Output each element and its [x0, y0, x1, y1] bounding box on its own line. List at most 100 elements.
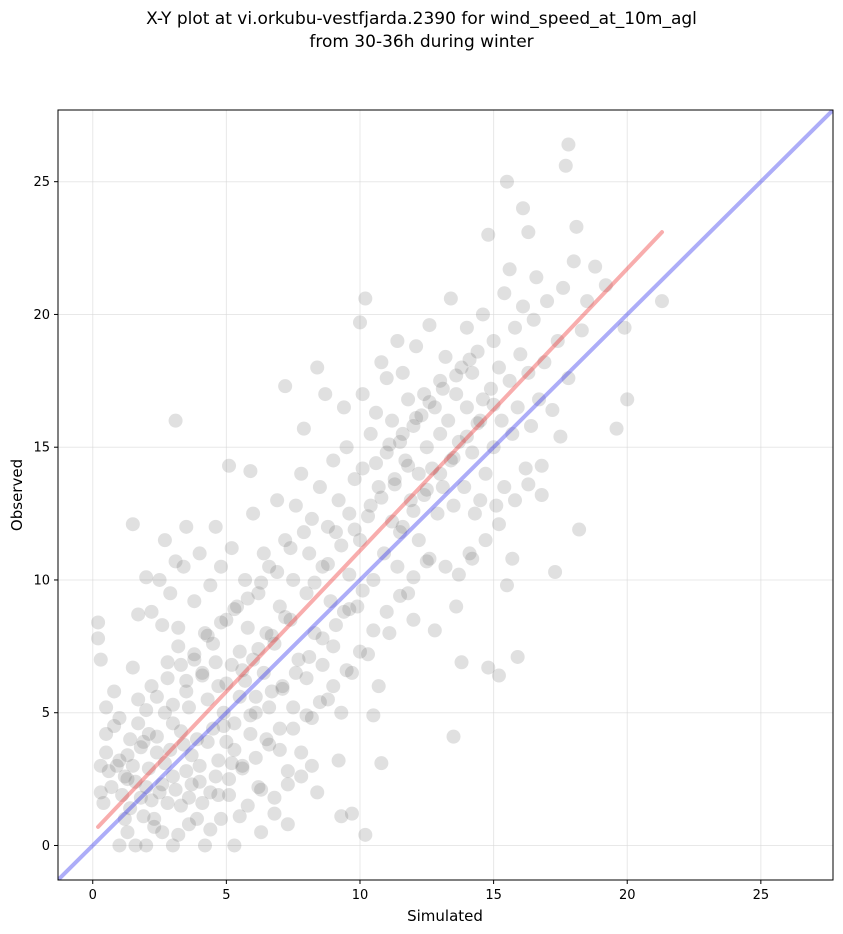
scatter-point: [200, 734, 215, 749]
scatter-point: [264, 684, 279, 699]
scatter-point: [267, 790, 282, 805]
scatter-point: [230, 599, 245, 614]
scatter-point: [208, 519, 223, 534]
scatter-point: [240, 591, 255, 606]
scatter-point: [369, 405, 384, 420]
scatter-point: [435, 480, 450, 495]
plot-frame: [57, 109, 834, 881]
scatter-point: [286, 700, 301, 715]
x-tick-label: 5: [222, 888, 230, 903]
scatter-point: [246, 506, 261, 521]
scatter-point: [131, 607, 146, 622]
scatter-point: [529, 270, 544, 285]
scatter-point: [320, 519, 335, 534]
scatter-point: [342, 602, 357, 617]
scatter-point: [427, 623, 442, 638]
scatter-point: [382, 626, 397, 641]
scatter-point: [419, 440, 434, 455]
scatter-point: [355, 583, 370, 598]
scatter-point: [267, 806, 282, 821]
scatter-point: [366, 623, 381, 638]
scatter-point: [160, 655, 175, 670]
scatter-point: [326, 639, 341, 654]
scatter-point: [219, 676, 234, 691]
scatter-point: [499, 174, 514, 189]
scatter-point: [240, 620, 255, 635]
scatter-point: [181, 700, 196, 715]
scatter-point: [361, 647, 375, 662]
scatter-point: [304, 711, 319, 726]
scatter-point: [184, 777, 199, 792]
scatter-point: [141, 726, 156, 741]
scatter-point: [286, 572, 301, 587]
plot-background: [58, 110, 833, 880]
scatter-point: [363, 498, 378, 513]
scatter-point: [123, 732, 138, 747]
scatter-point: [173, 798, 188, 813]
scatter-point: [481, 660, 496, 675]
scatter-point: [128, 774, 143, 789]
scatter-point: [181, 790, 196, 805]
scatter-point: [222, 788, 237, 803]
scatter-point: [350, 599, 365, 614]
scatter-point: [465, 551, 480, 566]
scatter-point: [155, 777, 170, 792]
scatter-point: [489, 498, 504, 513]
scatter-point: [211, 679, 226, 694]
scatter-point: [459, 400, 474, 415]
scatter-point: [155, 825, 170, 840]
scatter-point: [128, 838, 143, 853]
scatter-point: [195, 796, 210, 810]
regression-line: [96, 230, 664, 829]
scatter-point: [491, 517, 506, 532]
scatter-point: [219, 734, 234, 749]
scatter-point: [422, 395, 437, 410]
scatter-point: [334, 809, 349, 824]
scatter-point: [502, 262, 517, 277]
scatter-point: [475, 307, 490, 322]
scatter-point: [342, 506, 357, 521]
scatter-point: [197, 838, 212, 853]
scatter-point: [107, 719, 122, 733]
scatter-point: [227, 602, 242, 617]
scatter-point: [443, 453, 458, 468]
scatter-point: [454, 655, 469, 670]
scatter-point: [569, 219, 584, 234]
scatter-point: [449, 387, 464, 402]
scatter-point: [125, 758, 140, 773]
scatter-point: [248, 689, 263, 704]
x-tick-label: 10: [352, 888, 369, 903]
scatter-point: [187, 594, 202, 609]
scatter-point: [385, 514, 400, 529]
scatter-point: [609, 421, 624, 436]
scatter-point: [211, 753, 226, 768]
scatter-point: [248, 750, 263, 765]
scatter-point: [299, 708, 314, 723]
scatter-point: [532, 392, 547, 407]
scatter-point: [393, 434, 408, 449]
scatter-point: [254, 782, 269, 797]
scatter-point: [409, 339, 424, 354]
scatter-point: [288, 665, 303, 680]
scatter-point: [288, 498, 303, 513]
scatter-point: [243, 708, 258, 723]
scatter-point: [524, 418, 539, 433]
scatter-point: [481, 227, 496, 242]
scatter-point: [144, 679, 159, 694]
scatter-point: [449, 368, 464, 383]
scatter-point: [406, 570, 421, 585]
scatter-point: [486, 440, 501, 455]
scatter-point: [203, 822, 218, 837]
scatter-point: [561, 137, 576, 152]
scatter-point: [149, 745, 164, 760]
scatter-point: [483, 381, 498, 396]
scatter-point: [390, 559, 405, 574]
scatter-point: [141, 761, 156, 776]
scatter-point: [387, 477, 402, 492]
scatter-point: [251, 586, 266, 601]
identity-line: [58, 110, 833, 880]
scatter-point: [262, 559, 277, 574]
scatter-point: [550, 334, 565, 348]
scatter-point: [214, 811, 229, 826]
scatter-point: [280, 777, 295, 792]
